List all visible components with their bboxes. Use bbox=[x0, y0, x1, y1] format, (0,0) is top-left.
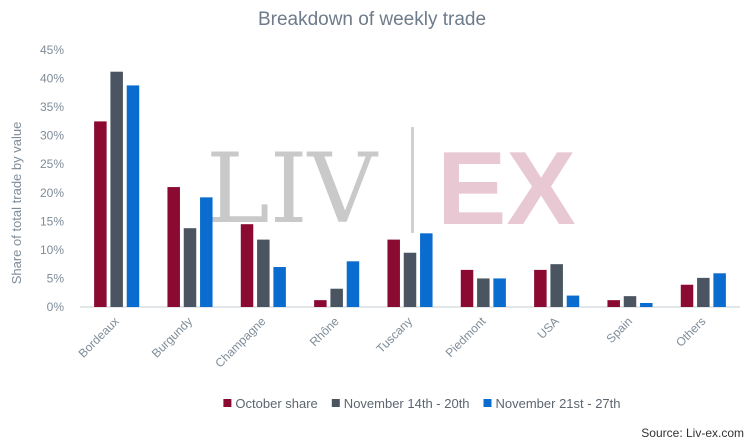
bar-others-series-2 bbox=[697, 277, 710, 307]
bar-spain-series-1 bbox=[607, 300, 620, 307]
watermark-divider bbox=[411, 127, 414, 233]
legend-item[interactable]: October share bbox=[223, 396, 318, 411]
bar-piedmont-series-3 bbox=[493, 278, 506, 307]
bar-piedmont-series-1 bbox=[460, 269, 474, 307]
bar-rhne-series-2 bbox=[330, 288, 343, 307]
legend-label: November 14th - 20th bbox=[344, 396, 470, 411]
x-tick-label: Rhône bbox=[307, 314, 342, 349]
bar-tuscany-series-1 bbox=[387, 239, 400, 307]
legend-label: October share bbox=[235, 396, 317, 411]
bar-spain-series-3 bbox=[640, 303, 653, 307]
bar-others-series-1 bbox=[680, 284, 694, 307]
bar-champagne-series-2 bbox=[257, 239, 270, 307]
y-tick-label: 45% bbox=[40, 43, 64, 57]
bar-usa-series-3 bbox=[566, 295, 580, 307]
legend: October share November 14th - 20th Novembe… bbox=[223, 396, 621, 411]
source-note: Source: Liv-ex.com bbox=[641, 426, 744, 440]
bar-burgundy-series-3 bbox=[200, 197, 213, 307]
x-tick-label: Piedmont bbox=[443, 314, 489, 360]
bar-usa-series-1 bbox=[534, 269, 547, 307]
legend-swatch bbox=[331, 399, 340, 407]
bar-burgundy-series-1 bbox=[167, 187, 180, 307]
bar-spain-series-2 bbox=[623, 296, 637, 307]
y-tick-label: 20% bbox=[40, 186, 64, 200]
legend-item[interactable]: November 14th - 20th bbox=[331, 396, 470, 411]
bar-tuscany-series-2 bbox=[403, 252, 417, 307]
x-axis: Bordeaux Burgundy Champagne Rhône Tuscany Pie… bbox=[76, 314, 709, 371]
legend-swatch bbox=[483, 399, 492, 407]
y-tick-label: 35% bbox=[40, 100, 64, 114]
x-tick-label: USA bbox=[534, 314, 561, 341]
bar-bordeaux-series-1 bbox=[94, 121, 107, 307]
legend-item[interactable]: November 21st - 27th bbox=[483, 396, 621, 411]
x-tick-label: Bordeaux bbox=[76, 314, 122, 360]
bar-piedmont-series-2 bbox=[477, 278, 490, 307]
bars bbox=[94, 71, 726, 307]
watermark: LIV EX bbox=[206, 127, 576, 247]
y-tick-label: 30% bbox=[40, 129, 64, 143]
legend-swatch bbox=[223, 399, 232, 407]
x-tick-label: Others bbox=[673, 314, 708, 349]
bar-usa-series-2 bbox=[550, 264, 563, 307]
y-tick-label: 40% bbox=[40, 72, 64, 86]
watermark-ex: EX bbox=[437, 131, 576, 247]
x-tick-label: Champagne bbox=[212, 314, 268, 370]
bar-rhne-series-3 bbox=[346, 261, 360, 307]
legend-label: November 21st - 27th bbox=[496, 396, 621, 411]
bar-champagne-series-3 bbox=[273, 267, 286, 307]
bar-others-series-3 bbox=[713, 273, 726, 307]
bar-burgundy-series-2 bbox=[183, 228, 197, 307]
bar-champagne-series-1 bbox=[240, 224, 254, 307]
y-axis: 0% 5% 10% 15% 20% 25% 30% 35% 40% 45% bbox=[40, 43, 64, 314]
y-tick-label: 25% bbox=[40, 157, 64, 171]
x-tick-label: Spain bbox=[604, 314, 636, 346]
bar-bordeaux-series-2 bbox=[110, 71, 123, 307]
bar-bordeaux-series-3 bbox=[126, 85, 140, 307]
y-tick-label: 0% bbox=[47, 300, 65, 314]
x-tick-label: Burgundy bbox=[149, 314, 195, 360]
y-axis-label: Share of total trade by value bbox=[9, 122, 24, 285]
bar-rhne-series-1 bbox=[314, 300, 327, 307]
watermark-liv: LIV bbox=[206, 133, 379, 245]
x-tick-label: Tuscany bbox=[373, 314, 415, 356]
y-tick-label: 10% bbox=[40, 243, 64, 257]
chart-title: Breakdown of weekly trade bbox=[258, 9, 486, 30]
y-tick-label: 5% bbox=[47, 271, 65, 285]
bar-tuscany-series-3 bbox=[420, 233, 433, 307]
y-tick-label: 15% bbox=[40, 214, 64, 228]
